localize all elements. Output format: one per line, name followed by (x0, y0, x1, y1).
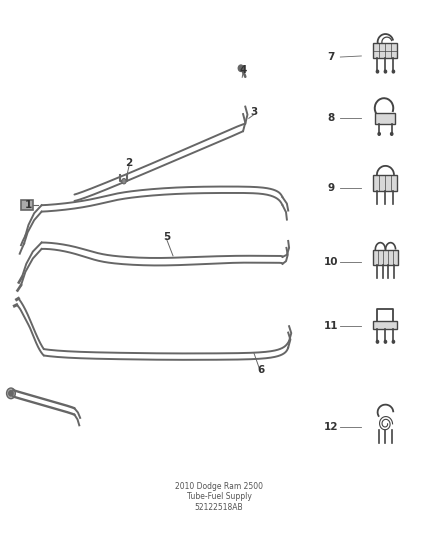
Text: 5: 5 (163, 232, 170, 242)
Circle shape (9, 391, 13, 396)
Text: 8: 8 (327, 114, 334, 123)
Text: 12: 12 (323, 423, 338, 432)
Circle shape (391, 133, 393, 135)
Text: 7: 7 (327, 52, 334, 62)
Text: 6: 6 (257, 366, 264, 375)
Circle shape (392, 70, 395, 73)
Text: 2: 2 (126, 158, 133, 167)
Circle shape (376, 341, 378, 343)
Text: 1: 1 (25, 200, 32, 210)
Circle shape (384, 341, 387, 343)
FancyBboxPatch shape (374, 175, 397, 190)
Text: 4: 4 (240, 66, 247, 75)
Circle shape (7, 388, 15, 399)
FancyBboxPatch shape (375, 113, 396, 124)
Circle shape (238, 65, 244, 71)
Circle shape (384, 70, 387, 73)
Circle shape (392, 341, 395, 343)
FancyBboxPatch shape (374, 43, 397, 58)
Text: 9: 9 (327, 183, 334, 192)
Circle shape (378, 133, 380, 135)
Text: 3: 3 (251, 107, 258, 117)
Text: 2010 Dodge Ram 2500
Tube-Fuel Supply
52122518AB: 2010 Dodge Ram 2500 Tube-Fuel Supply 521… (175, 482, 263, 512)
FancyBboxPatch shape (373, 250, 398, 265)
Text: 10: 10 (323, 257, 338, 267)
Circle shape (122, 179, 126, 184)
Circle shape (376, 70, 378, 73)
Text: 11: 11 (323, 321, 338, 331)
FancyBboxPatch shape (374, 321, 397, 329)
Bar (21, 200, 33, 210)
